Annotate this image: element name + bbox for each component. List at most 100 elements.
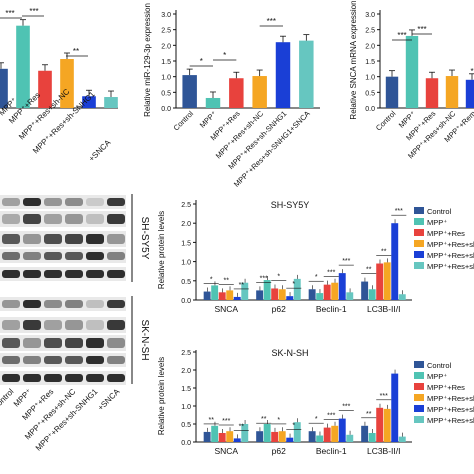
bar bbox=[376, 407, 384, 442]
bar bbox=[361, 425, 369, 442]
bar bbox=[0, 68, 8, 108]
blot-band bbox=[2, 270, 20, 278]
bar bbox=[338, 273, 346, 300]
blot-band bbox=[44, 198, 62, 206]
y-tick-label: 1.0 bbox=[365, 75, 375, 82]
x-label: Control bbox=[172, 109, 196, 133]
x-label: Control bbox=[0, 387, 16, 412]
bar bbox=[205, 97, 221, 108]
blot-band bbox=[23, 320, 41, 330]
y-tick-label: 1.5 bbox=[365, 59, 375, 66]
legend-swatch bbox=[414, 218, 424, 225]
blot-band bbox=[2, 374, 20, 382]
blot-band bbox=[23, 214, 41, 224]
legend-label: MPP⁺+Res+sh/ bbox=[427, 405, 474, 414]
bar bbox=[211, 285, 219, 300]
bar bbox=[182, 75, 197, 108]
bar bbox=[241, 282, 249, 300]
blot-band bbox=[2, 356, 20, 364]
bar bbox=[211, 425, 219, 442]
bar bbox=[229, 78, 244, 108]
panel-top-left: *** ***** MPP⁺ MPP⁺+Res MPP⁺+Res+sh-NC MP… bbox=[0, 7, 118, 163]
cell-line-label: SK-N-SH bbox=[139, 319, 150, 360]
legend-label: MPP⁺ bbox=[427, 372, 447, 381]
blot-band bbox=[2, 198, 20, 206]
legend-swatch bbox=[414, 416, 424, 423]
y-axis-label: Relative protein levels bbox=[157, 211, 166, 289]
bar bbox=[331, 282, 339, 300]
legend-label: MPP⁺+Res+sh/ bbox=[427, 251, 474, 260]
sig-mark: *** bbox=[260, 275, 268, 282]
legend-swatch bbox=[414, 240, 424, 247]
blot-band bbox=[65, 234, 83, 244]
bar bbox=[346, 292, 354, 300]
sig-mark: * bbox=[315, 416, 318, 423]
blot-band bbox=[65, 356, 83, 364]
bar bbox=[398, 294, 406, 300]
legend-label: MPP⁺+Res+sh/ bbox=[427, 240, 474, 249]
blot-band bbox=[2, 234, 20, 244]
legend-label: MPP⁺+Res+sh/ bbox=[427, 262, 474, 271]
sig-mark: ** bbox=[208, 417, 214, 424]
sig-mark: *** bbox=[397, 31, 406, 40]
blot-band bbox=[2, 338, 20, 348]
blot-band bbox=[65, 214, 83, 224]
blot-band bbox=[86, 374, 104, 382]
blot-band bbox=[44, 338, 62, 348]
bar bbox=[104, 97, 118, 108]
bar bbox=[425, 78, 439, 108]
bar bbox=[316, 435, 324, 442]
bar bbox=[286, 437, 294, 442]
y-axis-label: Relative SNCA mRNA expression bbox=[349, 0, 358, 119]
bar bbox=[361, 281, 369, 300]
blot-band bbox=[65, 270, 83, 278]
blot-band bbox=[65, 320, 83, 330]
bar bbox=[391, 223, 399, 300]
bar bbox=[271, 431, 279, 442]
blot-band bbox=[86, 234, 104, 244]
bar bbox=[398, 436, 406, 442]
y-tick-label: 0.5 bbox=[161, 90, 171, 97]
blot-band bbox=[65, 252, 83, 260]
y-tick-label: 0.0 bbox=[365, 106, 375, 113]
blot-band bbox=[65, 198, 83, 206]
y-tick-label: 2.5 bbox=[365, 28, 375, 35]
x-category-label: Beclin-1 bbox=[316, 304, 347, 314]
panel-sh-sy5y-chart: SH-SY5Y Relative protein levels 0.0 0.5 1.… bbox=[157, 200, 412, 314]
legend-label: MPP⁺+Res+sh/ bbox=[427, 394, 474, 403]
sig-mark: * bbox=[200, 57, 203, 66]
cell-line-label: SH-SY5Y bbox=[139, 217, 150, 260]
chart-title: SK-N-SH bbox=[271, 348, 308, 358]
legend-swatch bbox=[414, 372, 424, 379]
sig-mark: * bbox=[277, 273, 280, 280]
y-tick-label: 0.5 bbox=[365, 90, 375, 97]
y-tick-label: 2.0 bbox=[181, 368, 191, 375]
bar bbox=[299, 40, 314, 109]
bar bbox=[263, 424, 271, 442]
blot-band bbox=[107, 252, 125, 260]
blot-band bbox=[44, 234, 62, 244]
blot-band bbox=[23, 356, 41, 364]
sig-mark: ** bbox=[261, 416, 267, 423]
y-tick-label: 0.0 bbox=[161, 106, 171, 113]
y-tick-label: 3.0 bbox=[365, 12, 375, 19]
sig-mark: *** bbox=[5, 9, 14, 18]
x-label: MPP⁺ bbox=[198, 109, 219, 130]
blot-band bbox=[86, 214, 104, 224]
bar bbox=[308, 289, 316, 300]
blot-band bbox=[107, 270, 125, 278]
x-label: +SNCA bbox=[96, 387, 122, 413]
bar bbox=[203, 431, 211, 442]
y-axis-label: Relative miR-129-3p expression bbox=[143, 3, 152, 117]
bar bbox=[226, 431, 234, 442]
legend-sk-n-sh: Control MPP⁺ MPP⁺+Res MPP⁺+Res+sh/MPP⁺+Res+… bbox=[414, 361, 474, 425]
x-category-label: Beclin-1 bbox=[316, 446, 347, 456]
x-label: +SNCA bbox=[87, 138, 113, 164]
y-tick-label: 1.5 bbox=[181, 386, 191, 393]
sig-mark: * bbox=[210, 277, 213, 284]
bar bbox=[278, 431, 286, 442]
sig-mark: *** bbox=[267, 17, 276, 26]
bar bbox=[308, 431, 316, 442]
y-tick-label: 0.0 bbox=[181, 440, 191, 447]
